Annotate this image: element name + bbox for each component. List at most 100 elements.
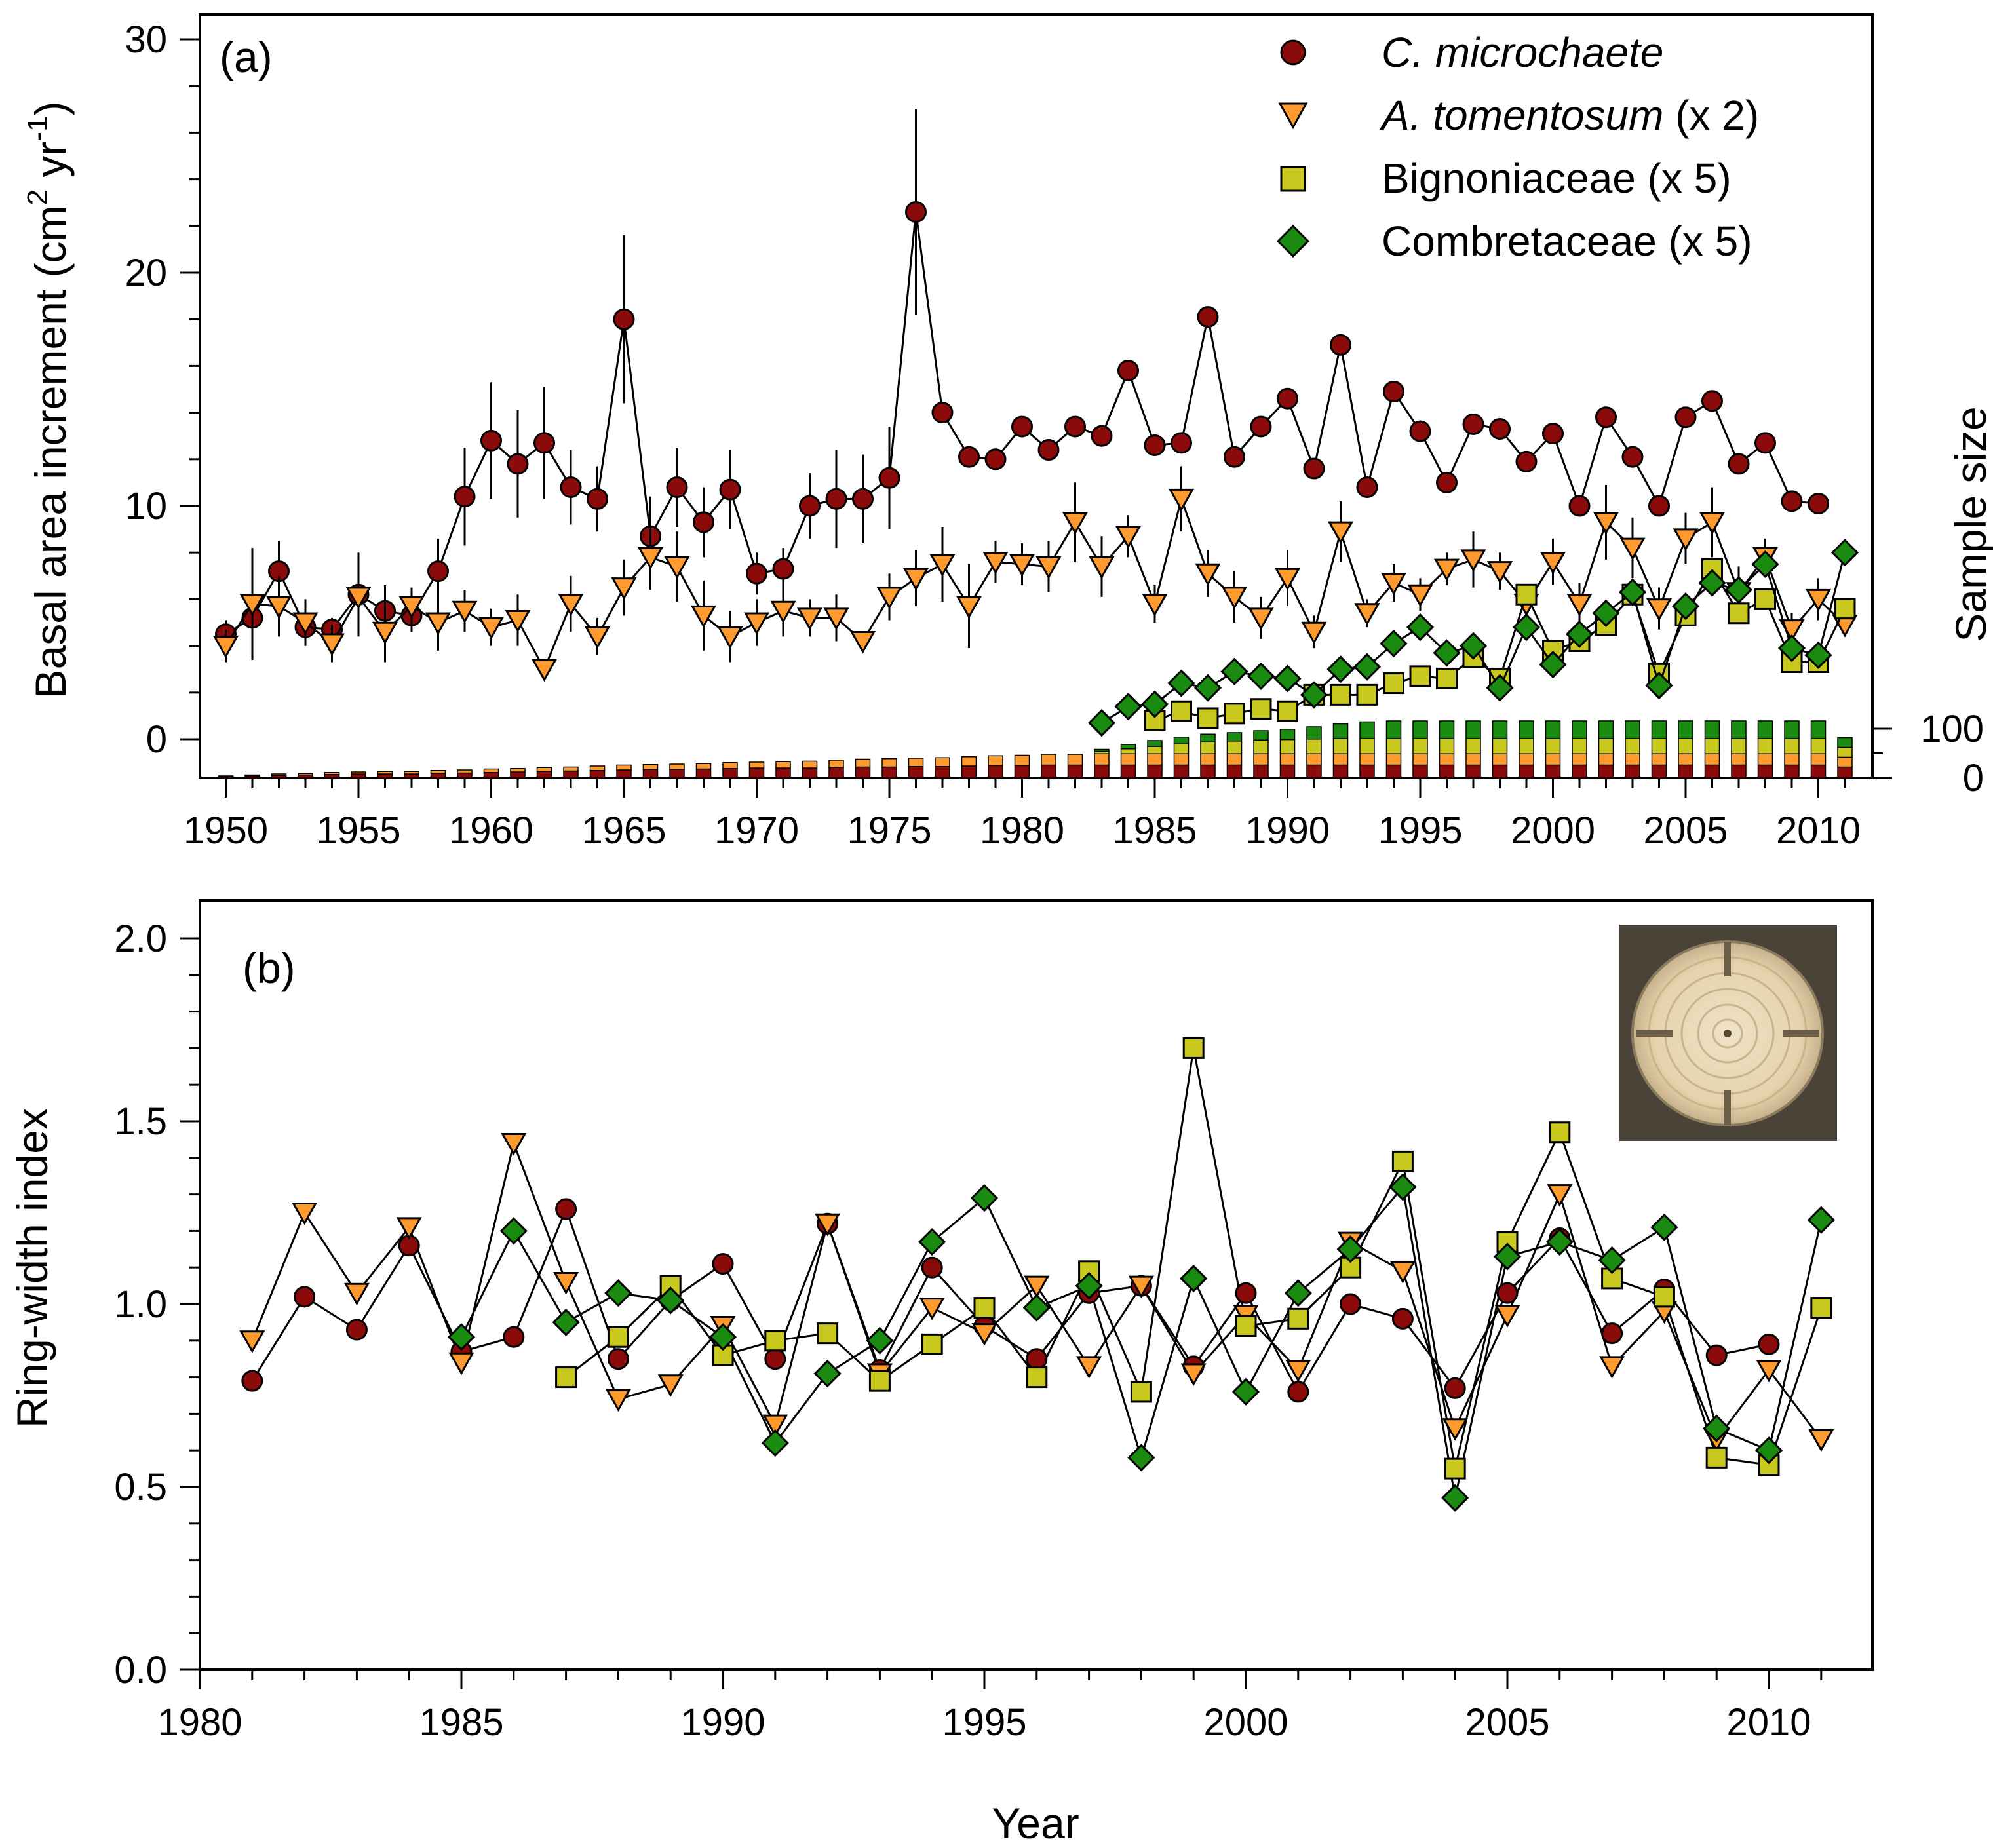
sample-size-bar-c_micro: [961, 765, 977, 779]
sample-size-bar-a_tom: [881, 758, 897, 768]
data-point-c_micro: [1197, 306, 1219, 328]
sample-size-bar-a_tom: [1332, 753, 1349, 766]
sample-size-bar-c_micro: [1306, 764, 1322, 779]
data-point-a_tom: [584, 626, 611, 649]
data-point-bign: [1224, 703, 1245, 725]
data-point-a_tom: [1460, 549, 1486, 572]
data-point-combr: [970, 1184, 999, 1212]
sample-size-bar-a_tom: [1784, 753, 1800, 766]
data-point-combr: [1075, 1271, 1103, 1300]
sample-size-bar-a_tom: [1598, 753, 1614, 766]
x-tick-label: 1995: [942, 1701, 1026, 1744]
data-point-bign: [1277, 700, 1298, 722]
data-point-c_micro: [1781, 490, 1803, 512]
panel-a-sample-size-bars: [218, 720, 1853, 779]
data-point-combr: [1751, 550, 1779, 579]
sample-size-bar-bign: [1572, 738, 1587, 754]
data-point-a_tom: [876, 587, 902, 609]
data-point-bign: [1810, 1297, 1832, 1319]
data-point-a_tom: [796, 607, 823, 630]
data-point-c_micro: [666, 476, 688, 499]
sample-size-bar-c_micro: [1784, 764, 1800, 779]
legend-label-bignoniaceae: Bignoniaceae (x 5): [1382, 155, 1732, 202]
sample-size-bar-bign: [1279, 739, 1296, 754]
data-point-c_micro: [1728, 453, 1750, 475]
sample-size-bar-a_tom: [1253, 753, 1269, 766]
y-tick-label: 0.5: [114, 1466, 167, 1509]
data-point-a_tom: [1035, 556, 1062, 579]
sample-size-bar-a_tom: [510, 768, 526, 773]
data-point-a_tom: [956, 596, 982, 619]
data-point-a_tom: [1407, 584, 1433, 607]
sample-size-bar-a_tom: [1200, 753, 1216, 766]
wood-pith: [1724, 1030, 1732, 1037]
sample-size-bar-c_micro: [935, 766, 950, 779]
data-point-bign: [1409, 665, 1431, 687]
sample-size-bar-a_tom: [430, 770, 446, 774]
data-point-c_micro: [693, 511, 714, 533]
data-point-a_tom: [1486, 561, 1513, 584]
data-point-a_tom: [1142, 594, 1168, 617]
data-point-c_micro: [1340, 1293, 1362, 1315]
sample-size-bar-bign: [1200, 741, 1216, 754]
sample-size-bar-a_tom: [1625, 753, 1640, 766]
data-point-a_tom: [1599, 1356, 1625, 1379]
data-point-combr: [1193, 674, 1222, 702]
sample-size-bar-combr: [1359, 721, 1375, 739]
data-point-c_micro: [921, 1256, 943, 1279]
x-tick-label: 1970: [714, 809, 799, 852]
sample-size-bar-a_tom: [589, 765, 606, 771]
sample-size-bar-combr: [1253, 730, 1269, 741]
sample-size-bar-bign: [1385, 738, 1402, 754]
data-point-combr: [1247, 662, 1275, 691]
data-point-combr: [1618, 578, 1647, 606]
data-point-a_tom: [1539, 551, 1566, 575]
data-point-c_micro: [1568, 495, 1591, 517]
panel-a-basal-area-chart: 1950 1955 1960 1965 1970 1975 1980 1985 1990 1995…: [22, 13, 1993, 852]
sample-size-bar-a_tom: [563, 766, 579, 772]
data-point-a_tom: [611, 577, 637, 600]
data-point-a_tom: [505, 609, 531, 633]
x-tick-label: 1955: [316, 809, 400, 852]
sample-size-bar-bign: [1412, 738, 1428, 754]
sample-size-bar-c_micro: [1067, 764, 1083, 779]
sample-size-bar-c_micro: [1120, 764, 1136, 779]
data-point-combr: [1650, 1213, 1678, 1241]
sample-size-bar-a_tom: [1810, 753, 1827, 766]
sample-size-bar-combr: [1200, 733, 1216, 742]
panel-a-y-axis-title: Basal area increment (cm2 yr-1): [22, 102, 75, 699]
sample-size-bar-bign: [1253, 739, 1269, 754]
sample-size-bar-c_micro: [802, 767, 818, 779]
data-point-bign: [868, 1370, 891, 1392]
data-point-a_tom: [1301, 621, 1327, 645]
sample-size-bar-bign: [1545, 738, 1561, 754]
x-tick-label: 2000: [1511, 809, 1595, 852]
data-point-a_tom: [398, 596, 425, 619]
sample-size-bar-c_micro: [908, 766, 924, 779]
data-point-c_micro: [958, 446, 980, 468]
sample-size-bar-a_tom: [271, 773, 287, 776]
y-tick-label: 2.0: [114, 917, 167, 960]
data-point-combr: [1671, 592, 1700, 621]
data-point-c_micro: [746, 562, 767, 585]
sample-size-bar-a_tom: [855, 758, 871, 768]
sample-size-bar-a_tom: [1439, 753, 1455, 766]
sample-size-bar-a_tom: [1678, 753, 1693, 766]
data-point-c_micro: [1601, 1322, 1623, 1345]
data-point-a_tom: [1442, 1418, 1468, 1441]
data-point-a_tom: [501, 1132, 527, 1156]
sample-size-bar-a_tom: [483, 768, 499, 773]
y-tick-label: 1.0: [114, 1283, 167, 1326]
data-point-a_tom: [605, 1389, 631, 1412]
data-point-c_micro: [1277, 387, 1298, 410]
data-point-a_tom: [531, 659, 558, 682]
data-point-c_micro: [905, 201, 927, 223]
data-point-c_micro: [825, 488, 847, 510]
sample-size-bar-bign: [1651, 738, 1667, 754]
data-point-c_micro: [1356, 476, 1378, 499]
sample-size-bar-a_tom: [1359, 753, 1375, 766]
data-point-c_micro: [1037, 439, 1060, 461]
data-point-c_micro: [1287, 1381, 1309, 1403]
data-point-c_micro: [712, 1253, 734, 1275]
sample-size-bar-a_tom: [961, 756, 977, 767]
